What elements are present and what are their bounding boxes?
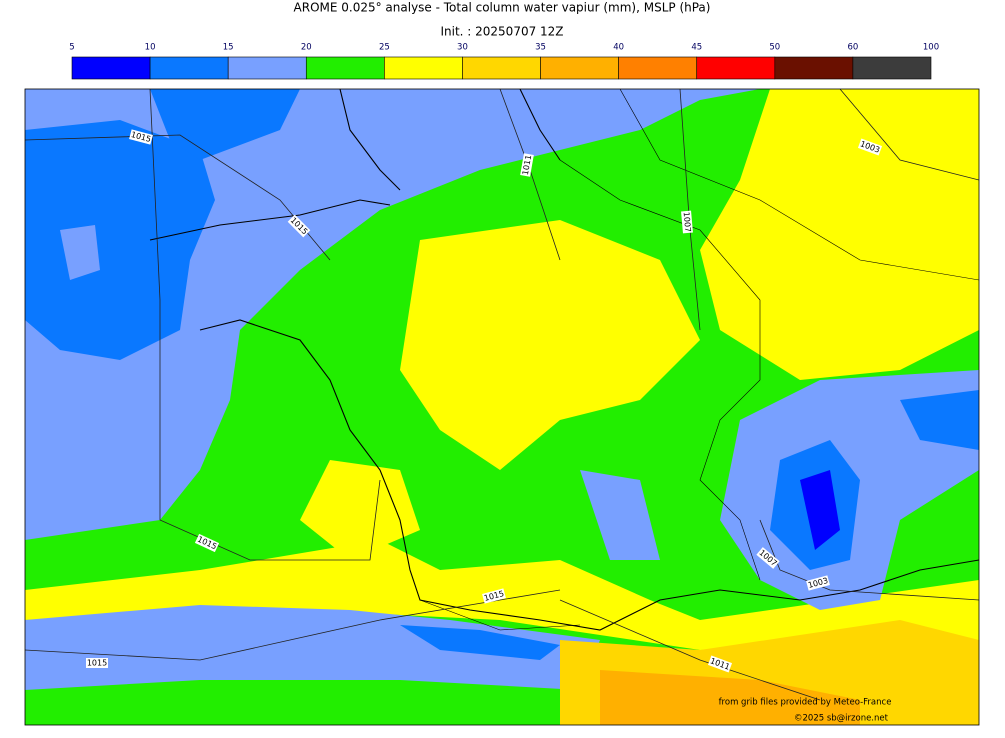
- colorbar-segment: [462, 56, 541, 80]
- contour-label-box: [194, 533, 220, 553]
- region: [400, 220, 700, 470]
- contour-label-box: [707, 655, 733, 673]
- colorbar-segment: [618, 56, 698, 80]
- region: [400, 625, 560, 660]
- colorbar-tick-label: 15: [223, 43, 234, 53]
- contour-label-box: [287, 214, 311, 238]
- map-frame: [24, 88, 980, 726]
- map: [25, 89, 979, 725]
- colorbar-tick-label: 45: [691, 43, 702, 53]
- contour-label-box: [756, 547, 780, 569]
- region: [300, 460, 420, 560]
- contour-label-box: [86, 658, 108, 668]
- region: [25, 120, 215, 360]
- contour-label: 1015: [129, 129, 153, 145]
- colorbar-segment: [71, 56, 151, 80]
- colorbar-tick-label: 10: [145, 43, 156, 53]
- contour-label: 1003: [806, 575, 830, 591]
- colorbar-segment: [540, 56, 619, 80]
- region: [900, 390, 979, 450]
- contour-label-text: 1011: [521, 154, 533, 176]
- colorbar-tick-label: 100: [923, 43, 939, 53]
- contour-label-text: 1007: [682, 211, 693, 232]
- contour-label-box: [482, 588, 506, 604]
- coastline: [199, 319, 979, 631]
- contour-label-box: [857, 138, 883, 156]
- region: [25, 605, 600, 690]
- coastline: [149, 89, 561, 241]
- contour-label-text: 1015: [87, 659, 107, 668]
- contour-label-box: [129, 129, 153, 145]
- contour-label-box: [520, 153, 534, 177]
- colorbar-tick-label: 30: [457, 43, 468, 53]
- colorbar-tick-label: 60: [847, 43, 858, 53]
- colorbar-segment: [696, 56, 776, 80]
- contour-label: 1015: [86, 658, 108, 668]
- colorbar-tick-label: 50: [769, 43, 780, 53]
- colorbar-segment: [305, 56, 385, 80]
- colorbar-segment: [149, 56, 229, 80]
- colorbar-segment: [227, 56, 307, 80]
- colorbar-tick-label: 40: [613, 43, 624, 53]
- region: [580, 470, 660, 560]
- colorbar-tick-label: 5: [69, 43, 74, 53]
- colorbar-segment: [852, 56, 932, 80]
- credit-copyright: ©2025 sb@irzone.net: [794, 714, 889, 724]
- colorbar: 5 10 15 20 25 30 35 40 45 50 60 100: [69, 43, 939, 80]
- region: [800, 470, 840, 550]
- colorbar-segment: [774, 56, 854, 80]
- colorbar-tick-label: 20: [301, 43, 312, 53]
- contour-label-box: [681, 210, 693, 234]
- colorbar-tick-label: 35: [535, 43, 546, 53]
- region: [150, 89, 300, 160]
- contour-label: 1011: [520, 153, 534, 177]
- border: [419, 89, 979, 631]
- credit-source: from grib files provided by Meteo-France: [719, 698, 892, 708]
- contour-label-box: [806, 575, 830, 591]
- region: [600, 670, 860, 725]
- contour-label: 1015: [482, 588, 506, 604]
- title: AROME 0.025° analyse - Total column wate…: [294, 1, 711, 15]
- init-time: Init. : 20250707 12Z: [440, 25, 563, 39]
- colorbar-segment: [384, 56, 463, 80]
- region: [60, 225, 100, 280]
- contour-label: 1007: [681, 210, 693, 234]
- region: [700, 89, 979, 380]
- colorbar-tick-label: 25: [379, 43, 390, 53]
